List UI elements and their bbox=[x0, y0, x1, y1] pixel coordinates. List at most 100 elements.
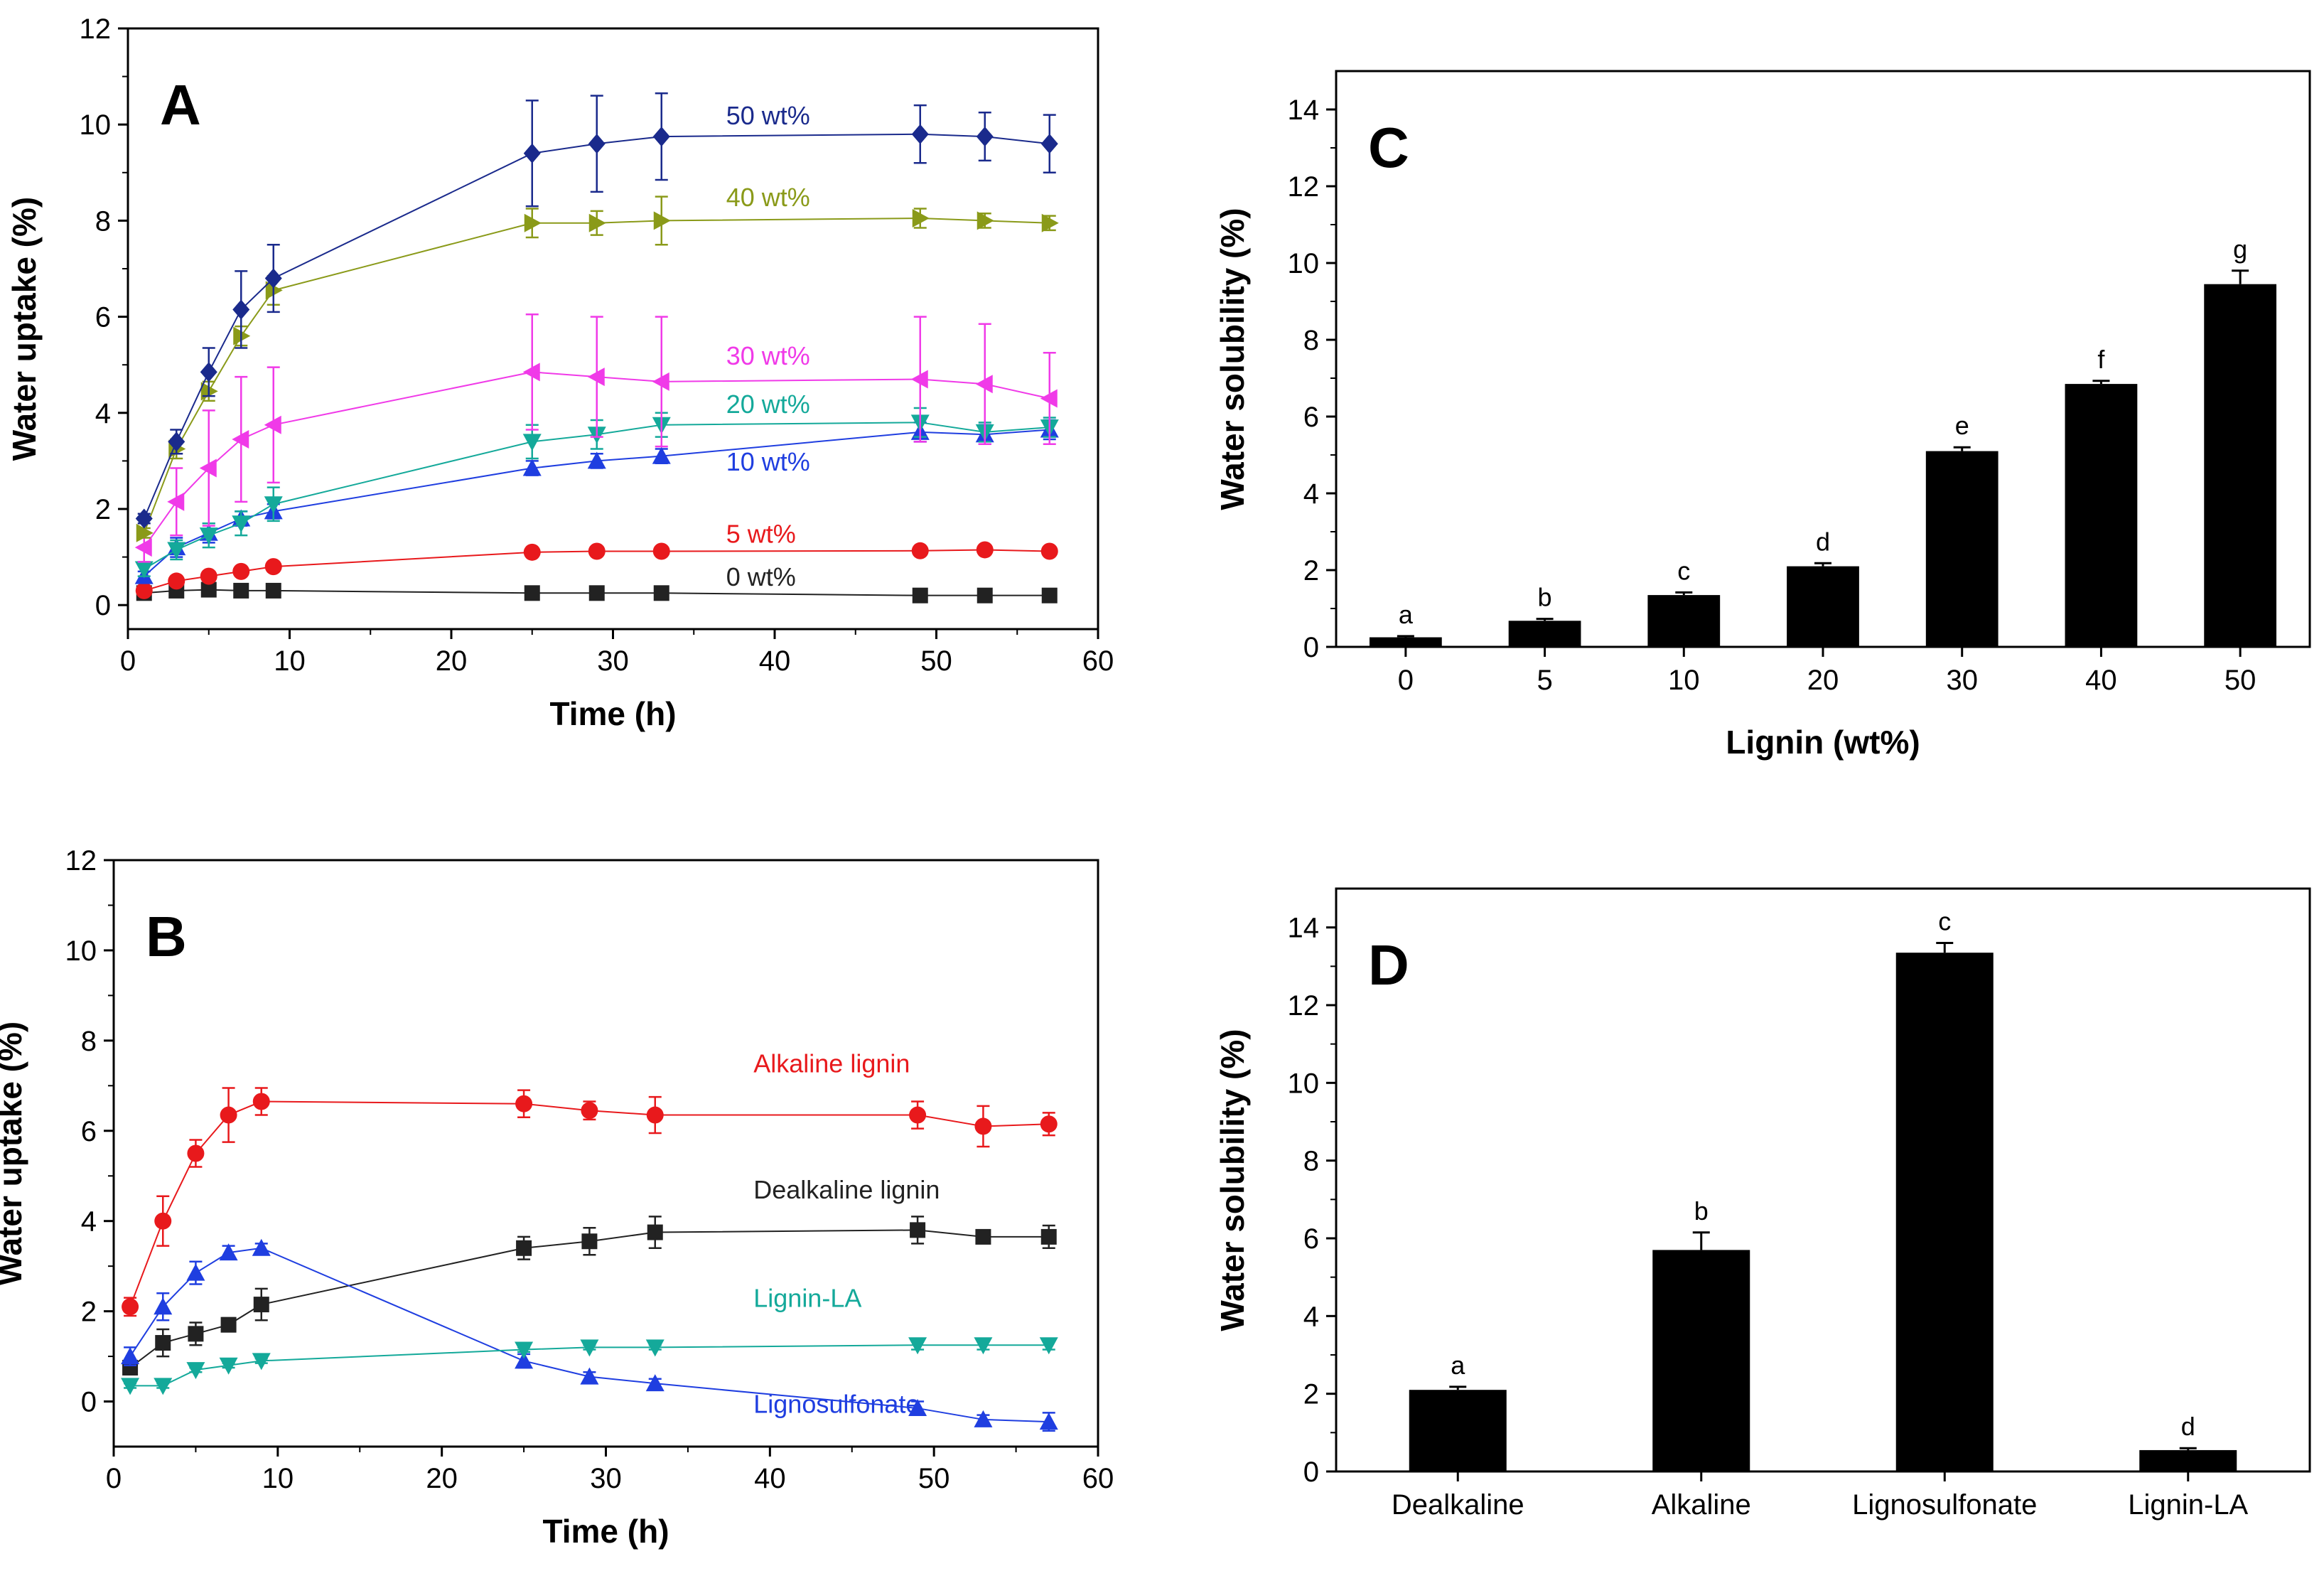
y-tick-label: 12 bbox=[65, 845, 97, 876]
data-point bbox=[200, 581, 217, 598]
plot-frame bbox=[1335, 887, 2311, 1473]
data-point bbox=[910, 1222, 926, 1238]
y-tick-label: 8 bbox=[81, 1026, 97, 1057]
data-point bbox=[581, 1102, 598, 1120]
x-tick-label: 5 bbox=[1537, 665, 1552, 696]
x-tick-label: 60 bbox=[1082, 1463, 1114, 1494]
y-tick-label: 12 bbox=[1288, 171, 1320, 203]
data-point bbox=[199, 527, 218, 545]
data-point bbox=[588, 134, 606, 154]
bar bbox=[1925, 451, 1998, 647]
data-point bbox=[1039, 1337, 1058, 1355]
data-point bbox=[908, 1337, 927, 1355]
data-point bbox=[233, 582, 249, 599]
panel-label: A bbox=[160, 73, 201, 136]
data-point bbox=[135, 508, 153, 529]
bar bbox=[1508, 621, 1581, 647]
data-point bbox=[515, 1351, 534, 1369]
data-point bbox=[168, 431, 185, 452]
y-tick-label: 10 bbox=[80, 109, 112, 141]
y-tick-label: 6 bbox=[1303, 1223, 1319, 1255]
data-point bbox=[976, 541, 994, 559]
data-point bbox=[154, 1297, 173, 1315]
data-point bbox=[976, 127, 994, 147]
y-axis-label: Water solubility (%) bbox=[1214, 1029, 1251, 1331]
significance-label: b bbox=[1694, 1196, 1709, 1226]
data-point bbox=[220, 1106, 237, 1124]
x-axis-label: Time (h) bbox=[549, 695, 676, 732]
series-annotation: 0 wt% bbox=[726, 562, 796, 591]
data-point bbox=[911, 542, 929, 559]
y-tick-label: 14 bbox=[1288, 95, 1320, 126]
x-tick-label: 50 bbox=[2225, 665, 2256, 696]
series-alkaline-lignin bbox=[122, 1087, 1058, 1317]
data-point bbox=[515, 1095, 533, 1112]
bar bbox=[1647, 595, 1721, 647]
series-annotation: Lignosulfonate bbox=[753, 1389, 920, 1418]
y-tick-label: 6 bbox=[1303, 402, 1319, 433]
data-point bbox=[1040, 542, 1058, 560]
y-tick-label: 8 bbox=[1303, 325, 1319, 356]
data-point bbox=[588, 542, 606, 560]
data-point bbox=[587, 368, 605, 387]
data-point bbox=[232, 429, 249, 449]
data-point bbox=[135, 581, 153, 599]
data-point bbox=[121, 1378, 140, 1395]
data-point bbox=[908, 1399, 927, 1417]
significance-label: b bbox=[1538, 583, 1552, 612]
y-tick-label: 2 bbox=[1303, 555, 1319, 586]
data-point bbox=[516, 1240, 532, 1256]
x-tick-label: 30 bbox=[1946, 665, 1978, 696]
data-point bbox=[515, 1341, 534, 1359]
data-point bbox=[910, 370, 928, 389]
data-point bbox=[587, 451, 606, 469]
data-point bbox=[974, 1337, 993, 1355]
data-point bbox=[522, 459, 542, 476]
data-point bbox=[200, 567, 217, 585]
data-point bbox=[652, 372, 669, 391]
significance-label: e bbox=[1955, 411, 1969, 440]
series-dealkaline-lignin bbox=[122, 1216, 1057, 1376]
data-point bbox=[187, 1144, 205, 1162]
y-tick-label: 0 bbox=[95, 590, 111, 621]
data-point bbox=[588, 585, 605, 601]
significance-label: d bbox=[1816, 527, 1830, 556]
bar bbox=[1787, 566, 1859, 647]
x-tick-label: 60 bbox=[1082, 645, 1114, 677]
y-tick-label: 12 bbox=[1288, 990, 1320, 1022]
data-point bbox=[1039, 1412, 1058, 1430]
series-annotation: Lignin-LA bbox=[753, 1283, 861, 1312]
x-tick-label: 50 bbox=[920, 645, 952, 677]
bar bbox=[1369, 637, 1442, 647]
x-tick-label: 20 bbox=[426, 1463, 458, 1494]
x-tick-label: 10 bbox=[262, 1463, 294, 1494]
x-tick-label: 10 bbox=[1668, 665, 1700, 696]
data-point bbox=[646, 1106, 664, 1124]
x-tick-label: 40 bbox=[759, 645, 791, 677]
data-point bbox=[977, 587, 993, 604]
data-point bbox=[264, 496, 283, 514]
significance-label: f bbox=[2097, 345, 2105, 374]
x-tick-label: 40 bbox=[2085, 665, 2117, 696]
y-tick-label: 8 bbox=[95, 205, 111, 237]
data-point bbox=[136, 523, 154, 542]
data-point bbox=[647, 1224, 663, 1240]
data-point bbox=[232, 515, 251, 533]
data-point bbox=[219, 1357, 238, 1375]
data-point bbox=[1041, 213, 1059, 232]
series-annotation: 40 wt% bbox=[726, 183, 810, 212]
y-tick-label: 14 bbox=[1288, 913, 1320, 944]
series-0-wt- bbox=[136, 581, 1058, 604]
x-tick-label: 50 bbox=[918, 1463, 950, 1494]
x-axis-label: Time (h) bbox=[542, 1513, 669, 1550]
y-tick-label: 2 bbox=[1303, 1379, 1319, 1410]
significance-label: a bbox=[1399, 600, 1414, 629]
x-tick-label: Dealkaline bbox=[1392, 1489, 1524, 1521]
series-annotation: 50 wt% bbox=[726, 101, 810, 130]
y-tick-label: 10 bbox=[65, 935, 97, 967]
data-point bbox=[121, 1347, 140, 1365]
data-point bbox=[653, 585, 669, 601]
panel-label: B bbox=[146, 905, 187, 968]
data-point bbox=[252, 1238, 271, 1256]
bar bbox=[2139, 1449, 2237, 1471]
